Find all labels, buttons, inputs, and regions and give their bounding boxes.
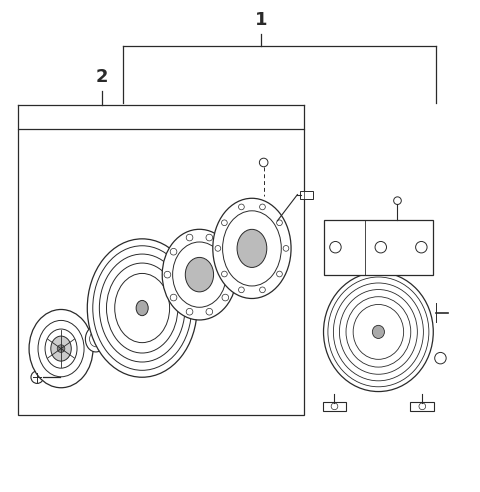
Circle shape: [222, 248, 228, 255]
Ellipse shape: [223, 211, 281, 286]
Ellipse shape: [185, 257, 214, 292]
Ellipse shape: [213, 198, 291, 299]
Circle shape: [419, 403, 426, 410]
Circle shape: [260, 204, 265, 210]
Ellipse shape: [162, 229, 237, 320]
Circle shape: [186, 308, 193, 315]
Bar: [410, 402, 434, 411]
Ellipse shape: [87, 239, 197, 377]
Circle shape: [222, 294, 228, 301]
Circle shape: [170, 248, 177, 255]
Circle shape: [228, 271, 235, 278]
Circle shape: [276, 220, 282, 226]
Ellipse shape: [136, 301, 148, 316]
Circle shape: [435, 352, 446, 364]
Circle shape: [259, 158, 268, 167]
Ellipse shape: [90, 331, 102, 347]
Circle shape: [215, 246, 221, 251]
Ellipse shape: [372, 325, 384, 338]
Circle shape: [331, 403, 338, 410]
Circle shape: [186, 234, 193, 241]
Circle shape: [260, 287, 265, 293]
Ellipse shape: [173, 242, 226, 308]
Circle shape: [164, 271, 171, 278]
Circle shape: [222, 271, 227, 277]
Bar: [324, 220, 433, 275]
Text: 2: 2: [96, 68, 108, 86]
Circle shape: [170, 294, 177, 301]
Circle shape: [283, 246, 289, 251]
Ellipse shape: [85, 326, 107, 352]
Ellipse shape: [324, 272, 433, 392]
Circle shape: [206, 234, 213, 241]
Circle shape: [222, 220, 227, 226]
Bar: [18, 129, 304, 415]
Circle shape: [206, 308, 213, 315]
Circle shape: [276, 271, 282, 277]
Circle shape: [239, 204, 244, 210]
Bar: [300, 191, 313, 199]
Circle shape: [394, 197, 401, 205]
Bar: [323, 402, 347, 411]
Circle shape: [57, 345, 65, 352]
Circle shape: [31, 371, 43, 383]
Ellipse shape: [29, 309, 93, 388]
Ellipse shape: [51, 336, 71, 361]
Text: 1: 1: [255, 11, 268, 29]
Ellipse shape: [237, 229, 267, 268]
Circle shape: [239, 287, 244, 293]
